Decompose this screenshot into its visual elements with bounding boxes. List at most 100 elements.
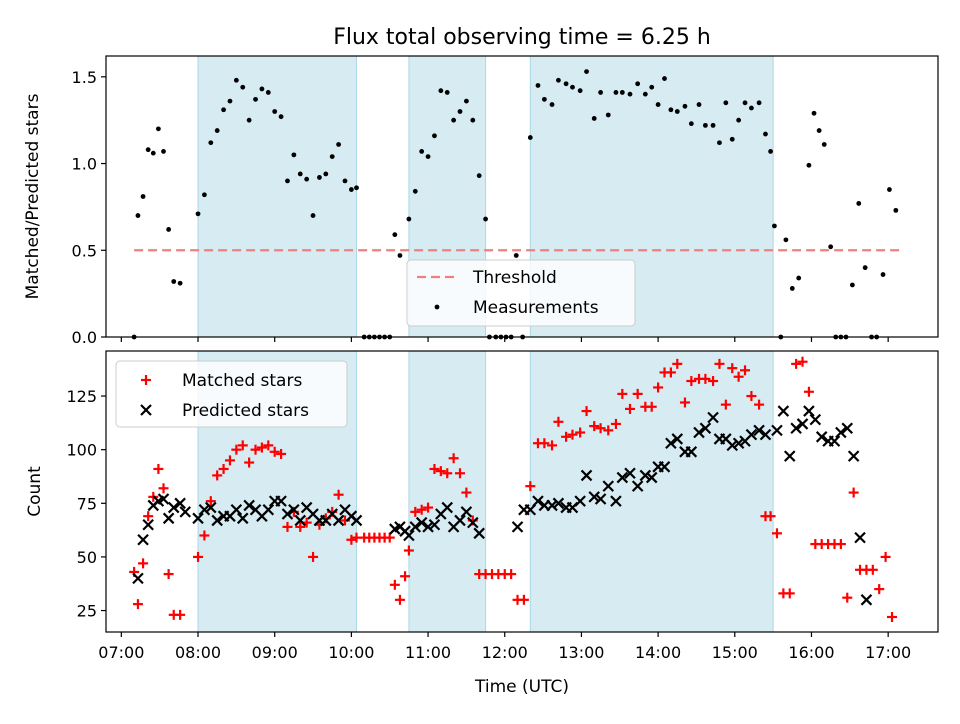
measurement-point xyxy=(789,286,795,291)
measurement-point xyxy=(246,117,252,123)
predicted-star-point xyxy=(473,527,485,540)
predicted-star-point xyxy=(665,437,677,450)
measurement-point xyxy=(549,102,555,107)
measurement-point xyxy=(278,114,284,120)
predicted-star-point xyxy=(409,521,422,533)
predicted-star-point xyxy=(588,491,600,503)
measurement-point xyxy=(749,105,754,111)
measurement-point xyxy=(768,149,773,154)
matched-star-point xyxy=(132,599,143,610)
measurement-point xyxy=(535,83,541,88)
matched-star-point xyxy=(237,440,248,451)
matched-star-point xyxy=(400,571,411,582)
matched-star-point xyxy=(714,358,725,369)
matched-star-point xyxy=(518,594,529,605)
matched-star-point xyxy=(250,444,261,455)
measurement-point xyxy=(729,136,735,142)
matched-star-point xyxy=(567,429,578,440)
predicted-star-point xyxy=(835,426,847,439)
measurement-point xyxy=(763,131,768,137)
measurement-point xyxy=(397,253,403,258)
legend-matched-swatch xyxy=(141,375,151,385)
x-tick-label: 16:00 xyxy=(788,643,834,662)
matched-star-point xyxy=(143,511,154,522)
predicted-star-point xyxy=(847,450,860,462)
matched-star-point xyxy=(624,403,635,414)
matched-star-point xyxy=(765,511,776,522)
predicted-star-point xyxy=(236,512,249,525)
predicted-star-point xyxy=(281,508,294,520)
matched-star-point xyxy=(163,569,174,580)
measurement-point xyxy=(310,213,316,218)
matched-star-point xyxy=(416,504,427,515)
measurement-point xyxy=(171,279,177,284)
matched-star-point xyxy=(199,530,210,541)
matched-star-point xyxy=(263,440,274,451)
matched-star-point xyxy=(158,483,169,494)
matched-star-point xyxy=(679,397,690,408)
measurement-point xyxy=(513,253,519,258)
measurement-point xyxy=(259,86,265,92)
measurement-point xyxy=(696,102,702,107)
measurement-point xyxy=(140,194,146,199)
matched-star-point xyxy=(708,376,719,387)
predicted-star-point xyxy=(841,422,854,434)
matched-star-point xyxy=(646,401,657,412)
predicted-star-point xyxy=(511,521,524,533)
shaded-interval xyxy=(197,55,357,338)
matched-star-point xyxy=(740,365,751,376)
matched-star-point xyxy=(138,558,149,569)
measurement-point xyxy=(451,117,457,123)
measurement-point xyxy=(527,135,533,140)
x-tick-label: 11:00 xyxy=(405,643,451,662)
measurement-point xyxy=(425,154,431,160)
matched-star-point xyxy=(589,421,600,432)
measurement-point xyxy=(723,100,729,106)
legend-box xyxy=(406,259,636,327)
predicted-star-point xyxy=(192,512,204,525)
predicted-star-point xyxy=(860,594,873,606)
predicted-star-point xyxy=(137,533,149,546)
measurement-point xyxy=(783,237,789,243)
matched-star-point xyxy=(276,448,287,459)
matched-star-point xyxy=(539,438,550,449)
predicted-star-point xyxy=(624,467,636,480)
predicted-star-point xyxy=(759,428,772,441)
y-axis-label: Count xyxy=(25,466,45,517)
axes-frame xyxy=(105,55,939,338)
predicted-star-point xyxy=(532,495,544,507)
legend-predicted-swatch xyxy=(140,404,152,416)
matched-star-point xyxy=(754,399,765,410)
legend-box xyxy=(115,360,348,428)
measurement-point xyxy=(541,96,547,102)
predicted-star-point xyxy=(422,521,434,533)
measurement-point xyxy=(483,216,488,222)
measurement-point xyxy=(354,185,359,191)
measurement-point xyxy=(419,149,425,154)
y-tick-label: 0.0 xyxy=(72,328,97,347)
measurement-point xyxy=(674,109,680,114)
matched-star-point xyxy=(653,382,664,393)
legend-threshold-label: Threshold xyxy=(472,268,557,288)
predicted-star-point xyxy=(174,497,186,510)
predicted-star-point xyxy=(771,424,783,437)
predicted-star-point xyxy=(726,439,739,452)
measurement-point xyxy=(145,147,151,153)
shaded-interval xyxy=(408,350,487,633)
axes-frame xyxy=(105,350,939,633)
predicted-star-point xyxy=(732,437,745,450)
measurement-point xyxy=(476,173,482,179)
legend-predicted-label: Predicted stars xyxy=(182,401,309,421)
predicted-star-point xyxy=(428,518,441,531)
measurement-point xyxy=(470,117,476,123)
matched-star-point xyxy=(886,611,897,622)
predicted-star-point xyxy=(230,503,243,516)
measurement-point xyxy=(736,117,742,123)
x-tick-label: 13:00 xyxy=(558,643,604,662)
y-tick-label: 75 xyxy=(77,494,97,513)
predicted-star-point xyxy=(796,418,809,430)
measurement-point xyxy=(655,102,661,107)
predicted-star-point xyxy=(142,518,154,531)
predicted-star-point xyxy=(294,514,307,527)
